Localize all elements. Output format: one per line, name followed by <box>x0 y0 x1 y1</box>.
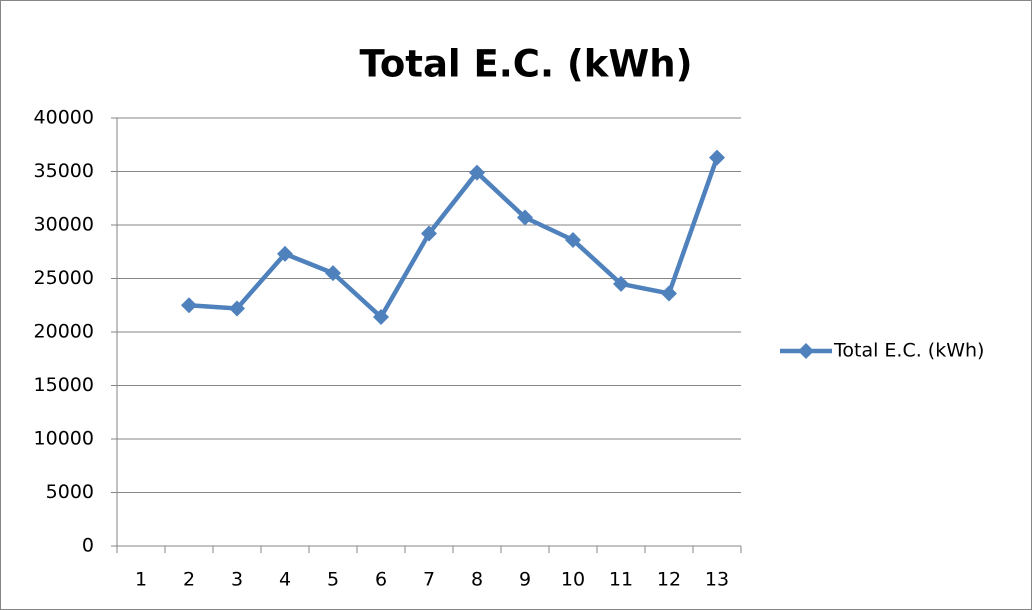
x-tick-label: 2 <box>183 569 195 591</box>
series-line <box>188 156 720 320</box>
y-tick-label: 5000 <box>46 481 94 503</box>
point-marker <box>373 309 389 326</box>
legend-label: Total E.C. (kWh) <box>833 340 984 362</box>
y-tick-label: 20000 <box>34 321 94 343</box>
y-tick-label: 15000 <box>34 374 94 396</box>
y-tick-label: 40000 <box>34 107 94 129</box>
x-tick-label: 3 <box>231 569 243 591</box>
legend-marker <box>798 343 814 359</box>
point-marker <box>277 245 293 262</box>
x-tick-label: 4 <box>279 569 291 591</box>
point-marker <box>517 209 533 226</box>
point-marker <box>229 300 245 317</box>
point-marker <box>709 149 725 166</box>
x-tick-label: 12 <box>657 569 681 591</box>
y-tick-label: 35000 <box>34 160 94 182</box>
point-marker <box>469 164 485 181</box>
y-tick-label: 25000 <box>34 267 94 289</box>
point-marker <box>421 225 437 242</box>
point-marker <box>565 231 581 248</box>
point-marker <box>181 297 197 314</box>
y-tick-label: 10000 <box>34 428 94 450</box>
x-tick-label: 9 <box>519 569 531 591</box>
y-tick-label: 30000 <box>34 214 94 236</box>
x-tick-label: 6 <box>375 569 387 591</box>
x-tick-label: 11 <box>609 569 633 591</box>
x-tick-label: 7 <box>423 569 435 591</box>
chart-title: Total E.C. (kWh) <box>360 43 693 86</box>
point-marker <box>613 275 629 292</box>
y-tick-label: 0 <box>82 535 94 557</box>
x-tick-label: 1 <box>135 569 147 591</box>
x-tick-label: 5 <box>327 569 339 591</box>
point-marker <box>325 265 341 282</box>
point-marker <box>661 285 677 302</box>
x-tick-label: 10 <box>561 569 585 591</box>
x-tick-label: 8 <box>471 569 483 591</box>
x-tick-label: 13 <box>705 569 729 591</box>
